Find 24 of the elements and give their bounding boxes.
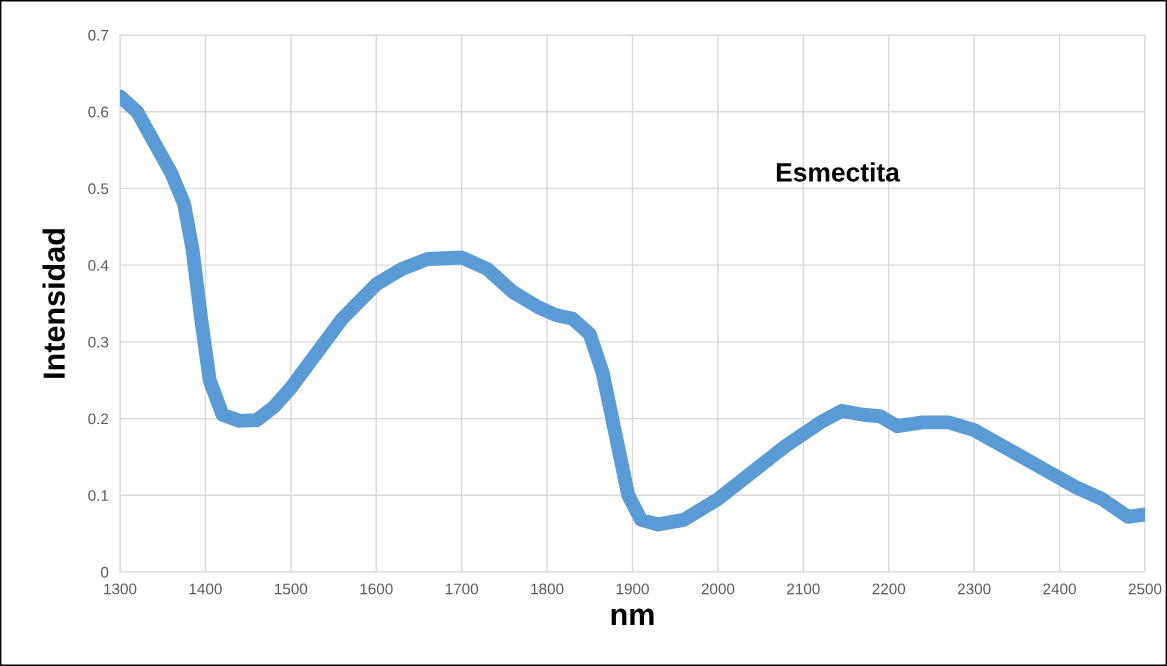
x-tick-label: 2500 xyxy=(1128,583,1162,595)
y-tick-label: 0.7 xyxy=(88,29,109,41)
y-tick-label: 0.3 xyxy=(88,336,109,348)
x-tick-label: 1800 xyxy=(531,583,564,595)
x-tick-label: 1500 xyxy=(275,583,308,595)
y-tick-label: 0.4 xyxy=(88,260,109,271)
y-tick-label: 0.1 xyxy=(88,490,109,501)
x-tick-label: 1300 xyxy=(104,583,137,595)
x-tick-label: 2200 xyxy=(872,583,906,595)
y-tick-label: 0 xyxy=(100,566,109,578)
x-tick-label: 2400 xyxy=(1043,583,1076,595)
y-tick-label: 0.2 xyxy=(88,413,109,425)
x-tick-label: 2000 xyxy=(701,583,735,595)
y-tick-label: 0.6 xyxy=(88,106,109,118)
x-tick-label: 2100 xyxy=(787,583,820,595)
x-tick-label: 1700 xyxy=(445,583,479,595)
x-tick-label: 1400 xyxy=(189,583,222,595)
x-tick-label: 1600 xyxy=(360,583,393,595)
x-tick-label: 2300 xyxy=(957,583,991,595)
y-axis-title: Intensidad xyxy=(42,229,65,378)
x-axis-title: nm xyxy=(611,608,654,626)
y-tick-label: 0.5 xyxy=(88,183,109,195)
annotation: Esmectita xyxy=(776,162,901,182)
x-tick-label: 1900 xyxy=(616,583,649,595)
